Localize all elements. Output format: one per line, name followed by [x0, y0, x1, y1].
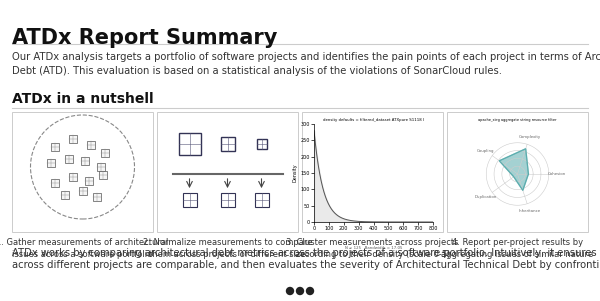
Bar	[254, 193, 269, 207]
Bar	[182, 193, 197, 207]
Bar	[12, 112, 153, 232]
Text: N = 125   Bandwidth = 17.05: N = 125 Bandwidth = 17.05	[345, 247, 402, 250]
Bar	[447, 112, 588, 232]
Bar	[257, 139, 266, 149]
Title: density defaults = filtered_dataset ATXpure S1118 I: density defaults = filtered_dataset ATXp…	[323, 118, 424, 122]
Bar	[98, 171, 107, 179]
Bar	[61, 191, 68, 199]
Bar	[65, 155, 73, 163]
Bar	[47, 159, 55, 167]
Bar	[179, 133, 200, 155]
Text: 1. Gather measurements of architectural
issues across a software portfolio: 1. Gather measurements of architectural …	[0, 238, 169, 259]
Circle shape	[307, 287, 314, 294]
Bar	[86, 141, 95, 149]
Text: ATDx works by comparing architectural debt metrics across the projects of a soft: ATDx works by comparing architectural de…	[12, 248, 600, 258]
Text: ATDx in a nutshell: ATDx in a nutshell	[12, 92, 154, 106]
Polygon shape	[499, 149, 529, 190]
Text: Inheritance: Inheritance	[518, 209, 541, 213]
Text: 4. Report per-project results by
aggregating issues of similar nature: 4. Report per-project results by aggrega…	[442, 238, 593, 259]
Text: 2. Normalize measurements to compare
them across projects of different size: 2. Normalize measurements to compare the…	[143, 238, 312, 259]
Text: Our ATDx analysis targets a portfolio of software projects and identifies the pa: Our ATDx analysis targets a portfolio of…	[12, 52, 600, 76]
Bar	[68, 135, 77, 143]
Bar	[157, 112, 298, 232]
Bar	[85, 177, 92, 185]
Circle shape	[287, 287, 293, 294]
Y-axis label: Density: Density	[293, 164, 298, 182]
Text: Coupling: Coupling	[477, 149, 494, 153]
Circle shape	[296, 287, 304, 294]
Bar	[50, 143, 59, 151]
Title: apache_strg aggregate string resource filter: apache_strg aggregate string resource fi…	[478, 118, 557, 122]
Text: across different projects are comparable, and then evaluates the severity of Arc: across different projects are comparable…	[12, 260, 600, 270]
Bar	[50, 179, 59, 187]
Text: Cohesion: Cohesion	[547, 172, 566, 176]
Bar	[97, 163, 104, 171]
Bar	[302, 112, 443, 232]
Bar	[221, 137, 235, 151]
Bar	[221, 193, 235, 207]
Text: ATDx Report Summary: ATDx Report Summary	[12, 28, 277, 48]
Bar	[92, 193, 101, 201]
Text: Complexity: Complexity	[518, 135, 541, 139]
Bar	[80, 157, 89, 165]
Text: 3. Cluster measurements across projects
according to their density (scale 0-5): 3. Cluster measurements across projects …	[286, 238, 459, 259]
Bar	[101, 149, 109, 157]
Text: Duplication: Duplication	[475, 195, 497, 199]
Bar	[68, 173, 77, 181]
Bar	[79, 187, 86, 195]
